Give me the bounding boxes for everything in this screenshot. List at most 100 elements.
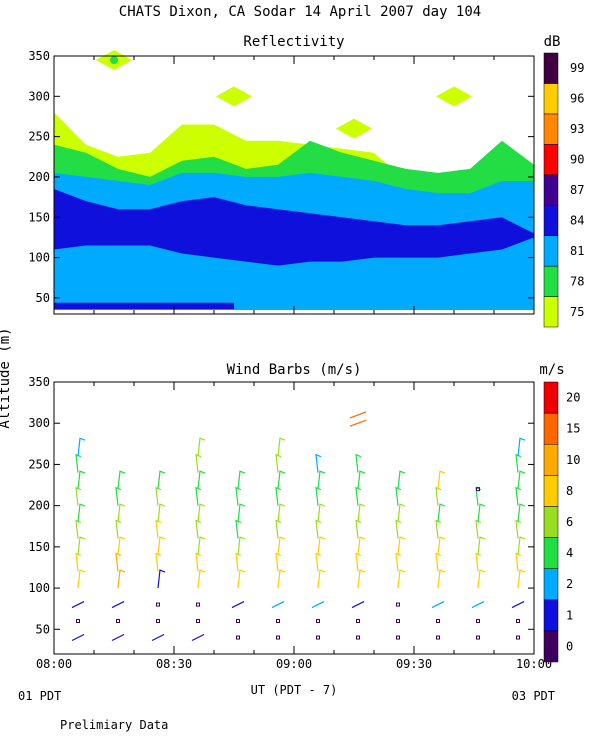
wind-xtick-label-0830: 08:30 [156, 657, 192, 671]
wind-barb-p2-40 [151, 633, 165, 642]
y-axis-label: Altitude (m) [0, 327, 13, 428]
reflectivity-ytick-label-200: 200 [28, 170, 50, 184]
wind-barb-p6-240 [315, 453, 322, 473]
wind-colorbar-swatch-4 [543, 506, 559, 538]
wind-barb-p6-120 [315, 552, 322, 572]
wind-barb-p6-60 [316, 619, 320, 624]
reflectivity-ytick-label-250: 250 [28, 130, 50, 144]
wind-barb-p4-220 [237, 470, 246, 490]
wind-barb-p3-220 [197, 470, 206, 490]
wind-barb-p5-120 [275, 552, 282, 572]
wind-barb-p3-40 [191, 633, 205, 642]
wind-barb-p3-240 [195, 453, 202, 473]
wind-xtick-label-1000: 10:00 [516, 657, 552, 671]
wind-barb-p6-200 [315, 486, 322, 506]
wind-barb-p2-80 [156, 602, 160, 607]
wind-barb-p9-220 [437, 470, 446, 490]
wind-barb-p10-140 [477, 536, 486, 556]
wind-barb-p7-100 [357, 569, 366, 589]
wind-barb-p5-40 [276, 635, 280, 640]
wind-colorbar-swatch-0 [543, 630, 559, 663]
wind-barb-p7-180 [357, 503, 366, 523]
reflectivity-colorbar-swatch-5 [543, 144, 559, 176]
reflectivity-ytick-label-100: 100 [28, 251, 50, 265]
wind-barb-p0-100 [77, 569, 86, 589]
wind-barb-p5-140 [277, 536, 286, 556]
wind-barb-p8-80 [396, 602, 400, 607]
reflectivity-title: Reflectivity [243, 34, 344, 50]
wind-barbs-axes: 50 100 150 200 250 300 350 08:00 08:30 09:00 09:30… [28, 375, 552, 671]
wind-barb-p4-80 [231, 601, 245, 609]
wind-barb-p7-160 [355, 519, 362, 539]
wind-xtick-label-0930: 09:30 [396, 657, 432, 671]
wind-barb-p11-200 [515, 486, 522, 506]
reflectivity-patch-core [110, 56, 118, 65]
wind-barb-p6-100 [317, 569, 326, 589]
wind-barb-p8-60 [396, 619, 400, 624]
wind-barb-p5-260 [277, 437, 286, 457]
wind-colorbar-swatch-3 [543, 537, 559, 569]
wind-barb-p11-80 [511, 601, 525, 609]
wind-barb-p7-120 [355, 552, 362, 572]
wind-barb-p1-40 [111, 633, 125, 642]
x-axis-label: UT (PDT - 7) [251, 683, 338, 697]
wind-barb-p5-200 [275, 486, 282, 506]
wind-barb-p3-200 [195, 486, 202, 506]
wind-barb-p10-120 [475, 552, 482, 572]
wind-barb-p5-60 [276, 619, 280, 624]
wind-barb-p4-180 [237, 503, 246, 523]
reflectivity-ytick-label-50: 50 [36, 291, 50, 305]
wind-colorbar-swatch-6 [543, 443, 559, 476]
wind-barb-p2-60 [156, 619, 160, 624]
wind-colorbar-label-15: 15 [566, 422, 580, 436]
wind-barb-p6-220 [317, 470, 326, 490]
wind-barb-p0-260 [77, 437, 86, 457]
reflectivity-ytick-label-300: 300 [28, 89, 50, 103]
wind-barb-p0-220 [77, 470, 86, 490]
wind-barbs-panel: Wind Barbs (m/s) 5010015020025030035008:… [28, 362, 580, 671]
wind-barb-p0-80 [71, 601, 85, 609]
wind-barb-p3-100 [197, 569, 206, 589]
wind-barb-p11-40 [516, 635, 520, 640]
reflectivity-layer-84db-3 [54, 189, 534, 266]
wind-colorbar-swatch-8 [543, 381, 559, 414]
wind-barb-p1-140 [117, 536, 126, 556]
reflectivity-colorbar-swatch-3 [543, 204, 559, 236]
wind-barb-p4-140 [237, 536, 246, 556]
wind-barb-p11-120 [515, 552, 522, 572]
reflectivity-colorbar-unit: dB [544, 34, 561, 50]
wind-xtick-label-0900: 09:00 [276, 657, 312, 671]
wind-barb-p0-240 [75, 453, 82, 473]
wind-barb-p10-100 [477, 569, 486, 589]
wind-ytick-label-150: 150 [28, 540, 50, 554]
reflectivity-colorbar-label-93: 93 [570, 122, 584, 136]
wind-barb-p9-100 [437, 569, 446, 589]
wind-colorbar-label-10: 10 [566, 453, 580, 467]
wind-barb-p7-60 [356, 619, 360, 624]
reflectivity-low-layer [54, 302, 234, 310]
wind-barb-p2-120 [155, 552, 162, 572]
wind-barb-p2-140 [157, 536, 166, 556]
wind-barb-p11-220 [517, 470, 526, 490]
wind-barb-p2-200 [155, 486, 162, 506]
wind-barb-p1-100 [117, 569, 126, 589]
wind-barb-p1-200 [115, 486, 122, 506]
wind-barb-p4-160 [235, 519, 242, 539]
wind-barb-p11-100 [517, 569, 526, 589]
wind-barb-p4-60 [236, 619, 240, 624]
x-left-note: 01 PDT [18, 689, 61, 703]
wind-barb-p1-160 [115, 519, 122, 539]
wind-barb-p8-100 [397, 569, 406, 589]
wind-barb-p7-80 [351, 601, 365, 609]
wind-barb-p3-260 [197, 437, 206, 457]
wind-barb-p5-100 [277, 569, 286, 589]
wind-barb-p9-200 [435, 486, 442, 506]
wind-ytick-label-50: 50 [36, 622, 50, 636]
wind-colorbar-unit: m/s [539, 362, 564, 378]
reflectivity-colorbar-label-90: 90 [570, 153, 584, 167]
wind-barb-p0-60 [76, 619, 80, 624]
wind-barbs-colorbar: 0 1 2 4 6 8 10 15 20 [543, 381, 580, 663]
wind-barb-p8-180 [397, 503, 406, 523]
wind-barb-p3-80 [196, 602, 200, 607]
wind-barb-p8-40 [396, 635, 400, 640]
